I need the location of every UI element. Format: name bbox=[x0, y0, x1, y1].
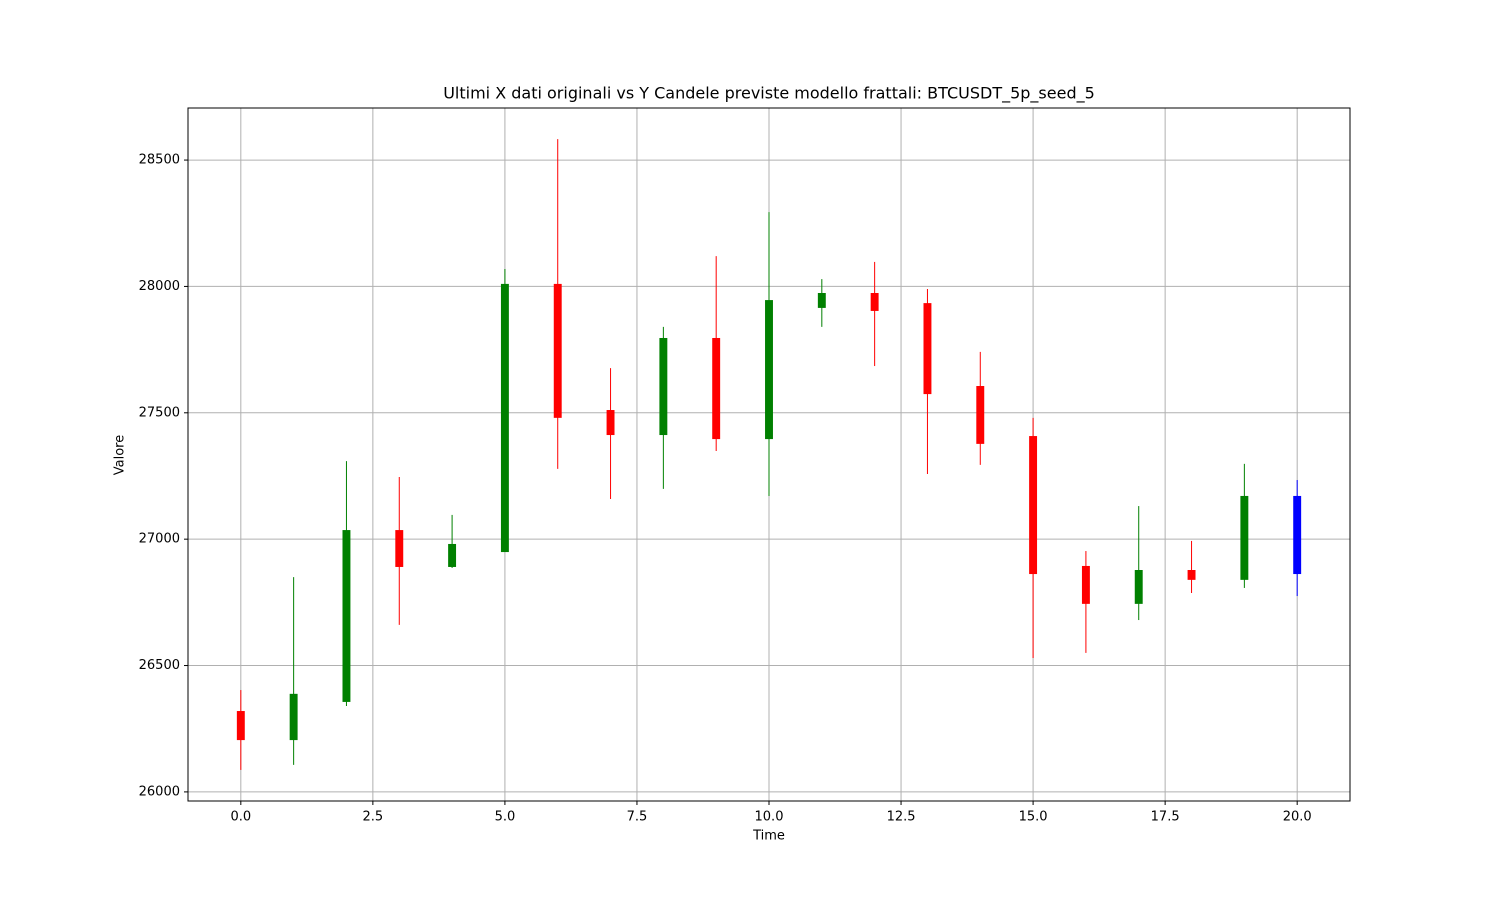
x-tick-label: 15.0 bbox=[1019, 810, 1048, 825]
candle-body bbox=[659, 337, 668, 436]
x-tick-label: 5.0 bbox=[495, 810, 516, 825]
candle-body bbox=[817, 293, 826, 308]
candle-body bbox=[289, 693, 298, 741]
candle-body bbox=[1187, 570, 1196, 580]
x-tick-label: 12.5 bbox=[887, 810, 916, 825]
y-axis-label: Valore bbox=[113, 435, 128, 475]
candle-body bbox=[1029, 436, 1038, 575]
candle-body bbox=[1240, 495, 1249, 580]
candle-body bbox=[342, 530, 351, 702]
candle-body bbox=[395, 530, 404, 567]
y-tick-label: 26000 bbox=[139, 784, 180, 799]
candle-body bbox=[765, 300, 773, 440]
candle-body bbox=[448, 543, 457, 567]
candle-body bbox=[976, 386, 985, 444]
y-tick-label: 27500 bbox=[139, 405, 180, 420]
x-tick-label: 2.5 bbox=[363, 810, 384, 825]
candle-body bbox=[553, 283, 562, 418]
x-tick-label: 10.0 bbox=[755, 810, 784, 825]
candle-body bbox=[870, 293, 879, 311]
y-tick-label: 28500 bbox=[139, 153, 180, 168]
plot-frame bbox=[187, 107, 1351, 802]
chart-title: Ultimi X dati originali vs Y Candele pre… bbox=[443, 84, 1095, 104]
candle-body bbox=[606, 410, 615, 436]
x-tick-label: 7.5 bbox=[627, 810, 648, 825]
candle-body bbox=[1134, 570, 1143, 604]
candle-body bbox=[1081, 565, 1090, 604]
candle-body bbox=[236, 711, 245, 741]
y-tick-label: 26500 bbox=[139, 658, 180, 673]
x-tick-label: 17.5 bbox=[1151, 810, 1180, 825]
candle-body bbox=[923, 303, 932, 395]
x-tick-label: 20.0 bbox=[1283, 810, 1312, 825]
candle-body bbox=[1293, 495, 1302, 575]
x-tick-label: 0.0 bbox=[230, 810, 251, 825]
y-tick-label: 28000 bbox=[139, 279, 180, 294]
candle-body bbox=[712, 337, 721, 440]
y-tick-label: 27000 bbox=[139, 532, 180, 547]
x-axis-label: Time bbox=[752, 829, 785, 844]
candle-body bbox=[500, 283, 509, 553]
